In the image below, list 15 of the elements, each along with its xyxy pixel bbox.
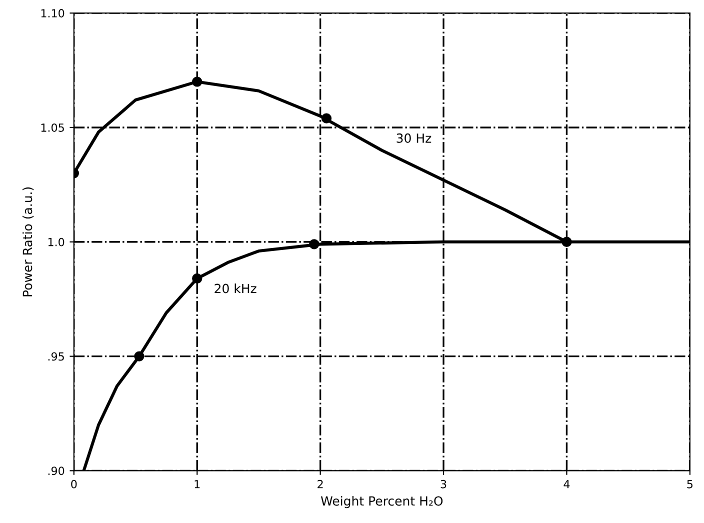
x-tick-label: 3 — [440, 480, 446, 488]
x-tick-label: 4 — [564, 480, 570, 488]
y-axis-title: Power Ratio (a.u.) — [22, 187, 34, 296]
x-tick-label: 1 — [194, 480, 200, 488]
x-axis-title: Weight Percent H₂O — [320, 496, 443, 508]
y-tick-label: 1.10 — [41, 9, 64, 18]
y-tick-label: 1.05 — [41, 123, 64, 132]
y-tick-label: .90 — [48, 466, 64, 476]
x-tick-label: 0 — [71, 480, 77, 488]
series-label: 20 kHz — [214, 284, 256, 294]
x-tick-label: 5 — [687, 480, 692, 488]
y-tick-label: .95 — [48, 352, 64, 361]
y-tick-label: 1.0 — [48, 238, 64, 246]
series-label: 30 Hz — [396, 133, 432, 143]
x-tick-label: 2 — [318, 480, 323, 488]
